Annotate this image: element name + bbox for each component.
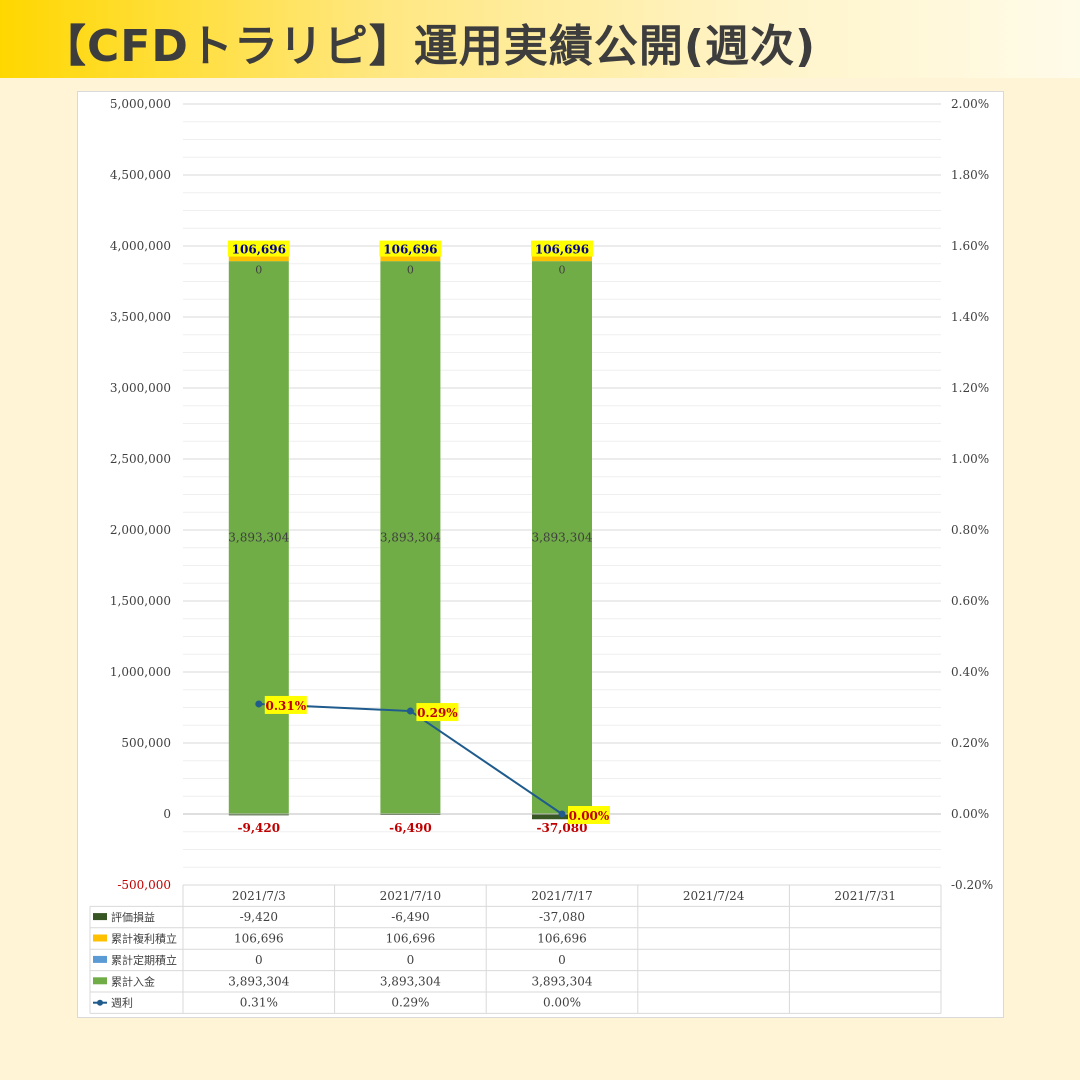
legend-series-name: 評価損益 xyxy=(111,910,155,924)
y-tick-label: 5,000,000 xyxy=(110,97,171,111)
legend-key-swatch xyxy=(93,955,107,963)
table-cell-value: 106,696 xyxy=(537,932,587,946)
table-cell-value: 106,696 xyxy=(234,932,284,946)
y-tick-label: 2,500,000 xyxy=(110,452,171,466)
y2-tick-label: 0.00% xyxy=(951,807,989,821)
y2-tick-label: 1.40% xyxy=(951,310,989,324)
y-tick-label: 1,500,000 xyxy=(110,594,171,608)
weekly-rate-data-label: 0.31% xyxy=(265,699,306,713)
y-tick-label: 1,000,000 xyxy=(110,665,171,679)
table-category-label: 2021/7/3 xyxy=(232,889,286,903)
fukuri-label-bg xyxy=(531,240,593,257)
y2-tick-label: 1.00% xyxy=(951,452,989,466)
table-cell-value: 0.00% xyxy=(543,996,581,1010)
bar-nyukin xyxy=(228,261,289,814)
legend-series-name: 累計入金 xyxy=(111,974,155,988)
page-title: 【CFDトラリピ】運用実績公開(週次) xyxy=(42,21,817,72)
bar-nyukin xyxy=(380,261,441,814)
y-tick-label: -500,000 xyxy=(117,878,171,892)
weekly-rate-point xyxy=(255,700,263,708)
table-cell-value: 0 xyxy=(558,953,566,967)
table-category-label: 2021/7/31 xyxy=(834,889,896,903)
nyukin-data-label: 3,893,304 xyxy=(531,531,592,545)
y-tick-label: 500,000 xyxy=(121,736,171,750)
weekly-rate-point xyxy=(558,810,566,818)
y-tick-label: 3,000,000 xyxy=(110,381,171,395)
table-cell-value: 0.29% xyxy=(391,996,429,1010)
weekly-rate-label-bg xyxy=(416,703,459,722)
teiki-data-label: 0 xyxy=(407,264,414,277)
legend-series-name: 累計定期積立 xyxy=(111,953,177,967)
table-category-label: 2021/7/17 xyxy=(531,889,593,903)
legend-key-swatch xyxy=(93,934,107,942)
fukuri-data-label: 106,696 xyxy=(535,243,589,257)
y2-tick-label: 1.80% xyxy=(951,168,989,182)
y-tick-label: 0 xyxy=(163,807,171,821)
y2-tick-label: 0.60% xyxy=(951,594,989,608)
nyukin-data-label: 3,893,304 xyxy=(228,531,289,545)
legend-key-marker xyxy=(97,999,103,1006)
y2-tick-label: 0.80% xyxy=(951,523,989,537)
table-cell-value: 0 xyxy=(407,953,415,967)
fukuri-label-bg xyxy=(379,240,442,257)
table-cell-value: 0.31% xyxy=(240,996,278,1010)
fukuri-label-bg xyxy=(227,240,290,257)
y2-tick-label: -0.20% xyxy=(951,878,993,892)
weekly-rate-data-label: 0.29% xyxy=(417,706,458,720)
table-cell-value: 0 xyxy=(255,953,263,967)
eval-data-label: -37,080 xyxy=(537,821,588,835)
y2-tick-label: 1.20% xyxy=(951,381,989,395)
table-category-label: 2021/7/10 xyxy=(380,889,442,903)
table-category-label: 2021/7/24 xyxy=(683,889,745,903)
y2-tick-label: 2.00% xyxy=(951,97,989,111)
title-bar: 【CFDトラリピ】運用実績公開(週次) xyxy=(0,0,1080,78)
nyukin-data-label: 3,893,304 xyxy=(380,531,441,545)
fukuri-data-label: 106,696 xyxy=(383,243,437,257)
chart-panel: 5,000,000 4,500,000 4,000,000 3,500,000 3,00… xyxy=(77,91,1004,1018)
y2-tick-label: 0.40% xyxy=(951,665,989,679)
teiki-data-label: 0 xyxy=(255,264,262,277)
table-cell-value: 3,893,304 xyxy=(228,974,289,988)
teiki-data-label: 0 xyxy=(559,264,566,277)
chart-svg: 5,000,000 4,500,000 4,000,000 3,500,000 3,00… xyxy=(89,97,993,1014)
table-cell-value: -6,490 xyxy=(391,910,429,924)
fukuri-data-label: 106,696 xyxy=(232,243,286,257)
bar-eval xyxy=(228,814,289,816)
eval-data-label: -6,490 xyxy=(389,821,432,835)
legend-key-swatch xyxy=(93,913,107,921)
legend-series-name: 累計複利積立 xyxy=(111,932,177,946)
table-cell-value: -9,420 xyxy=(240,910,278,924)
y2-tick-label: 0.20% xyxy=(951,736,989,750)
weekly-rate-data-label: 0.00% xyxy=(569,809,610,823)
y-tick-label: 4,000,000 xyxy=(110,239,171,253)
y-tick-label: 2,000,000 xyxy=(110,523,171,537)
table-cell-value: 106,696 xyxy=(386,932,436,946)
table-cell-value: 3,893,304 xyxy=(380,974,441,988)
bar-nyukin xyxy=(532,261,592,814)
legend-key-swatch xyxy=(93,977,107,985)
eval-data-label: -9,420 xyxy=(238,821,281,835)
weekly-rate-point xyxy=(406,707,414,715)
y2-tick-label: 1.60% xyxy=(951,239,989,253)
table-cell-value: -37,080 xyxy=(539,910,585,924)
weekly-rate-label-bg xyxy=(264,695,307,714)
y-tick-label: 4,500,000 xyxy=(110,168,171,182)
table-cell-value: 3,893,304 xyxy=(531,974,592,988)
weekly-rate-label-bg xyxy=(568,806,610,824)
y-tick-label: 3,500,000 xyxy=(110,310,171,324)
legend-series-name: 週利 xyxy=(111,997,133,1010)
